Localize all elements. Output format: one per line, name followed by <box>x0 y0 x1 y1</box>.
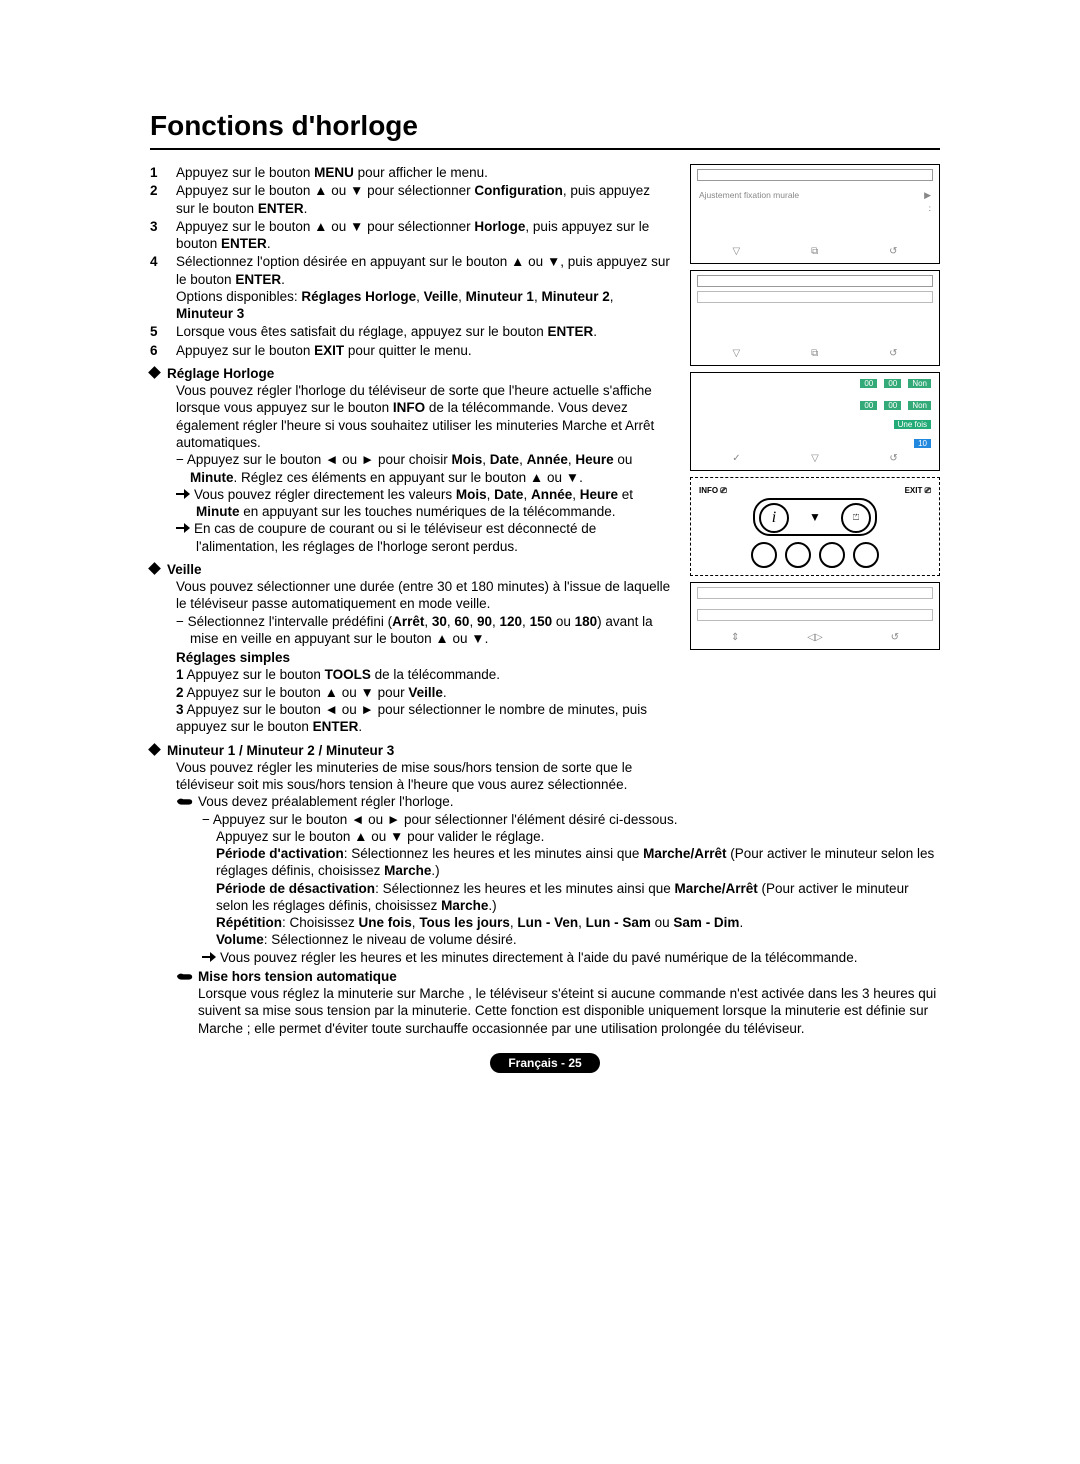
step-6: Appuyez sur le bouton EXIT pour quitter … <box>176 342 672 359</box>
minuteur-screenshot: 00 00 Non 00 00 Non Une fois 10 ✓▽↺ <box>690 372 940 471</box>
exit-button-icon: ⏍ <box>841 503 871 533</box>
remote-button-icon <box>751 542 777 568</box>
step-3: Appuyez sur le bouton ▲ ou ▼ pour sélect… <box>176 218 672 253</box>
step-4: Sélectionnez l'option désirée en appuyan… <box>176 253 672 322</box>
reglage-horloge-heading: Réglage Horloge <box>167 366 274 381</box>
tools-screenshot: ⇕◁▷↺ <box>690 582 940 650</box>
simples-2: 2 Appuyez sur le bouton ▲ ou ▼ pour Veil… <box>176 684 672 701</box>
minuteur-item-2: Période de désactivation: Sélectionnez l… <box>216 880 940 915</box>
auto-off-body: Lorsque vous réglez la minuterie sur Mar… <box>198 985 940 1037</box>
minuteur-item-1: Période d'activation: Sélectionnez les h… <box>216 845 940 880</box>
remote-button-icon <box>853 542 879 568</box>
minuteur-dash: − Appuyez sur le bouton ◄ ou ► pour séle… <box>202 811 940 846</box>
minuteur-body: Vous pouvez régler les minuteries de mis… <box>176 759 672 794</box>
step-5: Lorsque vous êtes satisfait du réglage, … <box>176 323 672 340</box>
page-title: Fonctions d'horloge <box>150 110 940 142</box>
auto-off-heading: Mise hors tension automatique <box>198 969 397 984</box>
hand-icon <box>176 969 194 981</box>
arrow-icon <box>176 489 190 499</box>
info-button-icon: i <box>759 503 789 533</box>
reglage-arrow2: En cas de coupure de courant ou si le té… <box>194 521 596 553</box>
menu-screenshot-1: Ajustement fixation murale▶ : ▽⧉↺ <box>690 164 940 264</box>
reglage-dash: − Appuyez sur le bouton ◄ ou ► pour choi… <box>176 451 672 486</box>
veille-heading: Veille <box>167 562 202 577</box>
remote-diagram: INFO ⎚ EXIT ⎚ i ▼ ⏍ <box>690 477 940 576</box>
minuteur-heading: Minuteur 1 / Minuteur 2 / Minuteur 3 <box>167 743 394 758</box>
diamond-icon <box>148 562 161 575</box>
minuteur-arrow: Vous pouvez régler les heures et les min… <box>220 950 857 965</box>
remote-button-icon <box>785 542 811 568</box>
step-1: Appuyez sur le bouton MENU pour afficher… <box>176 164 672 181</box>
page-footer-badge: Français - 25 <box>490 1053 600 1073</box>
arrow-icon <box>176 523 190 533</box>
simples-3: 3 Appuyez sur le bouton ◄ ou ► pour séle… <box>176 701 672 736</box>
minuteur-item-3: Répétition: Choisissez Une fois, Tous le… <box>216 914 940 931</box>
screenshots-column: Ajustement fixation murale▶ : ▽⧉↺ ▽⧉↺ 00… <box>690 164 940 811</box>
instructions-column: 1Appuyez sur le bouton MENU pour affiche… <box>150 164 672 811</box>
main-steps: 1Appuyez sur le bouton MENU pour affiche… <box>150 164 672 359</box>
reglage-horloge-body: Vous pouvez régler l'horloge du télévise… <box>176 382 672 451</box>
reglage-arrow1: Vous pouvez régler directement les valeu… <box>194 487 633 519</box>
diamond-icon <box>148 743 161 756</box>
title-rule <box>150 148 940 150</box>
veille-dash: − Sélectionnez l'intervalle prédéfini (A… <box>176 613 672 648</box>
step-2: Appuyez sur le bouton ▲ ou ▼ pour sélect… <box>176 182 672 217</box>
menu-screenshot-2: ▽⧉↺ <box>690 270 940 366</box>
veille-body: Vous pouvez sélectionner une durée (entr… <box>176 578 672 613</box>
minuteur-item-4: Volume: Sélectionnez le niveau de volume… <box>216 931 940 948</box>
simples-1: 1 Appuyez sur le bouton TOOLS de la télé… <box>176 666 672 683</box>
remote-button-icon <box>819 542 845 568</box>
diamond-icon <box>148 366 161 379</box>
minuteur-hand-note: Vous devez préalablement régler l'horlog… <box>198 794 454 809</box>
reglages-simples-heading: Réglages simples <box>176 649 672 666</box>
hand-icon <box>176 794 194 806</box>
arrow-icon <box>202 952 216 962</box>
